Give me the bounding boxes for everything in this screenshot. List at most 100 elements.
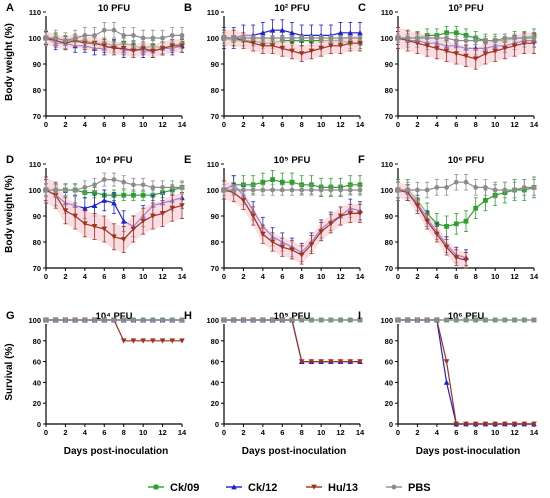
legend-item: Hu/13 xyxy=(306,482,358,494)
data-point xyxy=(53,187,59,193)
panel-A: A 10 PFU 70 80 90 100 110 0 2 4 6 8 10 12 14 xyxy=(6,2,187,129)
data-point xyxy=(531,421,537,427)
x-tick-label: 12 xyxy=(158,272,166,281)
x-tick-label: 0 xyxy=(222,272,226,281)
series-line xyxy=(398,319,534,425)
x-tick-label: 10 xyxy=(317,428,325,437)
data-point xyxy=(150,213,156,219)
y-tick-label: 80 xyxy=(211,337,219,346)
data-point xyxy=(279,46,286,52)
legend-label: Ck/12 xyxy=(248,482,277,494)
data-point xyxy=(140,192,146,198)
data-point xyxy=(483,317,488,323)
x-tick-label: 0 xyxy=(396,120,400,129)
panel-letter: B xyxy=(184,2,192,14)
data-point xyxy=(318,317,324,323)
data-point xyxy=(453,30,459,36)
data-point xyxy=(337,43,344,49)
x-tick-label: 4 xyxy=(261,428,266,437)
data-point xyxy=(443,379,450,385)
data-point xyxy=(260,35,266,41)
data-point xyxy=(179,33,185,38)
data-point xyxy=(453,38,459,43)
data-point xyxy=(279,187,285,193)
data-point xyxy=(250,40,256,46)
x-tick-label: 0 xyxy=(396,272,400,281)
x-tick-label: 12 xyxy=(510,120,518,129)
series-PBS xyxy=(395,173,537,199)
data-point xyxy=(483,185,488,190)
data-point xyxy=(43,35,49,41)
x-tick-label: 14 xyxy=(356,120,365,129)
x-tick-label: 12 xyxy=(336,272,344,281)
data-point xyxy=(492,48,498,54)
y-tick-label: 60 xyxy=(33,358,41,367)
data-point xyxy=(299,317,305,323)
data-point xyxy=(424,317,430,323)
data-point xyxy=(502,187,508,193)
series-PBS xyxy=(395,317,537,323)
y-tick-label: 0 xyxy=(215,420,219,429)
data-point xyxy=(179,185,185,190)
y-tick-label: 70 xyxy=(33,112,41,121)
y-tick-label: 70 xyxy=(211,264,219,273)
y-tick-label: 40 xyxy=(385,378,393,387)
x-tick-label: 2 xyxy=(241,428,245,437)
data-point xyxy=(179,317,185,323)
data-point xyxy=(279,35,285,41)
legend-item: Ck/09 xyxy=(148,482,199,494)
data-point xyxy=(463,38,469,43)
data-point xyxy=(241,35,246,41)
data-point xyxy=(444,317,449,323)
y-tick-label: 80 xyxy=(33,238,41,247)
legend-marker xyxy=(153,484,159,490)
data-point xyxy=(337,30,344,36)
legend-marker xyxy=(391,484,397,490)
data-point xyxy=(415,317,420,323)
y-axis-label-weight-middle: Body weight (%) xyxy=(4,175,15,253)
series-PBS xyxy=(221,317,363,323)
data-point xyxy=(53,35,59,41)
data-point xyxy=(531,185,537,190)
panel-letter: H xyxy=(184,310,192,322)
series-line xyxy=(398,319,534,425)
data-point xyxy=(511,43,518,49)
data-point xyxy=(347,317,353,323)
series-line xyxy=(224,319,360,363)
y-tick-label: 70 xyxy=(385,264,393,273)
x-tick-label: 8 xyxy=(122,120,126,129)
data-point xyxy=(140,218,146,224)
data-point xyxy=(472,421,479,427)
data-point xyxy=(72,35,78,41)
data-point xyxy=(357,35,363,41)
data-point xyxy=(444,30,449,36)
y-tick-label: 100 xyxy=(28,316,41,325)
x-axis-label-left: Days post-inoculation xyxy=(64,446,168,457)
x-tick-label: 12 xyxy=(158,428,166,437)
x-tick-label: 14 xyxy=(178,272,187,281)
data-point xyxy=(463,53,469,59)
data-point xyxy=(357,187,363,193)
data-point xyxy=(120,46,127,52)
data-point xyxy=(298,252,305,258)
data-point xyxy=(405,187,411,193)
x-tick-label: 12 xyxy=(510,272,518,281)
data-point xyxy=(150,185,156,190)
data-point xyxy=(328,187,334,193)
data-point xyxy=(221,317,227,323)
series-PBS xyxy=(43,172,185,197)
data-point xyxy=(338,187,343,193)
series-Ck-12 xyxy=(395,317,537,427)
data-point xyxy=(91,202,98,208)
data-point xyxy=(473,205,479,211)
data-point xyxy=(328,317,334,323)
data-point xyxy=(120,237,127,243)
data-point xyxy=(453,221,459,227)
y-tick-label: 70 xyxy=(211,112,219,121)
x-tick-label: 2 xyxy=(63,428,67,437)
x-tick-label: 14 xyxy=(178,120,187,129)
y-tick-label: 110 xyxy=(29,8,41,17)
data-point xyxy=(121,317,127,323)
data-point xyxy=(279,27,286,33)
x-tick-label: 10 xyxy=(491,120,499,129)
